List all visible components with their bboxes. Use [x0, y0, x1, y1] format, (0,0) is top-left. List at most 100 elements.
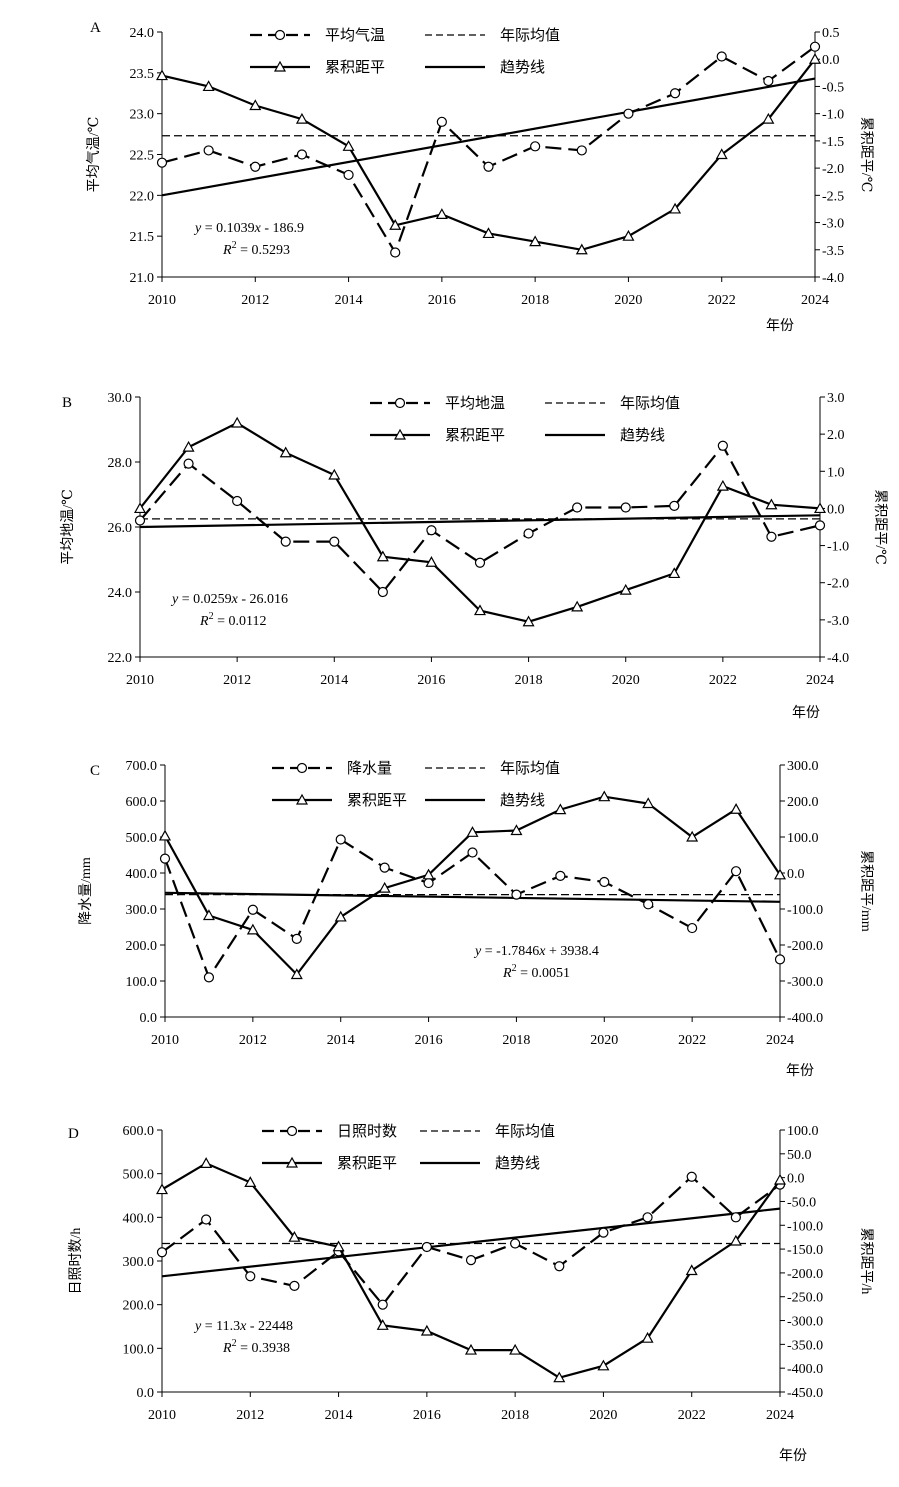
point-main: [247, 904, 258, 915]
r-symbol: R: [502, 966, 512, 981]
x-axis-label: 年份: [792, 705, 820, 721]
equation-intercept: + 3938.4: [546, 944, 599, 959]
y-tick-label: 22.0: [108, 651, 133, 666]
equation-intercept: - 22448: [246, 1319, 293, 1334]
y-tick-label: 600.0: [126, 795, 158, 810]
point-cumulative: [155, 69, 169, 81]
point-cumulative: [133, 502, 147, 514]
point-cumulative: [466, 826, 479, 837]
point-main: [814, 520, 826, 531]
point-cumulative: [158, 829, 172, 841]
legend-marker-main: [286, 1125, 298, 1137]
equation-slope: = 0.0259: [178, 592, 231, 607]
y2-tick-label: -4.0: [827, 651, 849, 666]
point-main: [245, 1271, 256, 1282]
equation-x: x: [538, 944, 546, 959]
x-tick-label: 2024: [766, 1408, 794, 1423]
point-main: [730, 866, 742, 877]
x-tick-label: 2012: [236, 1408, 264, 1423]
point-cumulative: [686, 830, 699, 842]
point-cumulative: [288, 1230, 301, 1242]
point-main: [421, 1241, 432, 1253]
y2-tick-label: -350.0: [787, 1338, 823, 1353]
point-main: [201, 1214, 212, 1225]
point-main: [530, 141, 541, 152]
x-tick-label: 2010: [148, 1408, 176, 1423]
y-tick-label: 21.0: [130, 271, 155, 286]
point-cumulative: [378, 881, 391, 893]
point-main: [159, 853, 171, 864]
r-superscript: 2: [209, 611, 214, 622]
legend-label-mean: 年际均值: [500, 27, 560, 44]
legend-marker-cumulative: [285, 1156, 299, 1168]
legend-label-cumulative: 累积距平: [337, 1155, 397, 1172]
y-tick-label: 0.0: [137, 1386, 155, 1401]
point-cumulative: [729, 1234, 742, 1246]
point-main: [576, 145, 587, 156]
point-cumulative: [642, 797, 655, 809]
r-value: = 0.3938: [237, 1341, 290, 1356]
x-tick-label: 2014: [325, 1408, 353, 1423]
y2-tick-label: -200.0: [787, 939, 823, 954]
point-cumulative: [249, 99, 262, 111]
y-tick-label: 22.0: [130, 189, 155, 204]
y2-tick-label: -4.0: [822, 271, 844, 286]
y2-tick-label: -450.0: [787, 1386, 823, 1401]
trend-line: [161, 77, 816, 197]
point-cumulative: [619, 583, 632, 595]
y2-tick-label: 0.0: [787, 1172, 805, 1187]
y-tick-label: 300.0: [126, 903, 158, 918]
legend-marker-cumulative: [393, 428, 407, 440]
equation-slope: = -1.7846: [481, 944, 539, 959]
point-main: [329, 536, 340, 547]
point-main: [717, 440, 728, 451]
y2-tick-label: -400.0: [787, 1011, 823, 1026]
y-tick-label: 500.0: [126, 831, 158, 846]
point-main: [335, 834, 346, 845]
point-main: [809, 41, 821, 52]
point-main: [572, 502, 583, 513]
legend-label-mean: 年际均值: [500, 760, 560, 777]
y2-axis-label: 累积距平/℃: [872, 489, 888, 565]
point-main: [716, 51, 727, 62]
y2-tick-label: -3.0: [827, 614, 849, 629]
trend-equation: y = -1.7846x + 3938.4: [473, 944, 599, 959]
trend-line: [161, 1207, 781, 1278]
equation-slope: = 11.3: [201, 1319, 240, 1334]
x-tick-label: 2020: [589, 1408, 617, 1423]
y-tick-label: 400.0: [123, 1211, 155, 1226]
point-main: [467, 847, 478, 858]
y2-axis-label: 累积距平/h: [858, 1228, 874, 1295]
point-main: [620, 502, 631, 513]
panel-c: C 0.0 100.0 200.0 300.0 400.0 500.0 600.0 700.0 -…: [78, 759, 874, 1079]
x-tick-label: 2022: [678, 1408, 706, 1423]
x-tick-label: 2016: [428, 293, 456, 308]
equation-intercept: - 26.016: [238, 592, 288, 607]
point-main: [203, 972, 215, 983]
x-tick-label: 2022: [709, 673, 737, 688]
equation-x: x: [239, 1319, 247, 1334]
point-main: [523, 528, 534, 539]
legend-label-trend: 趋势线: [500, 59, 545, 76]
point-cumulative: [202, 80, 215, 92]
r-squared: R2 = 0.0051: [502, 963, 570, 981]
series-line-cumulative: [164, 795, 781, 977]
trend-line: [139, 514, 821, 529]
y-tick-label: 200.0: [123, 1299, 155, 1314]
y-tick-label: 400.0: [126, 867, 158, 882]
r-squared: R2 = 0.3938: [222, 1338, 290, 1356]
x-tick-label: 2018: [502, 1033, 530, 1048]
point-cumulative: [200, 1157, 213, 1168]
r-value: = 0.5293: [237, 243, 290, 258]
x-tick-label: 2024: [766, 1033, 794, 1048]
y-tick-label: 23.5: [130, 67, 155, 82]
point-main: [669, 88, 681, 99]
equation-y: y: [170, 592, 179, 607]
y2-tick-label: 0.0: [787, 867, 805, 882]
panel-letter: C: [90, 763, 100, 779]
y-axis-label: 平均气温/℃: [86, 117, 102, 193]
equation-intercept: - 186.9: [261, 221, 304, 236]
y2-tick-label: -1.5: [822, 135, 844, 150]
y-axis-label: 日照时数/h: [68, 1228, 84, 1295]
